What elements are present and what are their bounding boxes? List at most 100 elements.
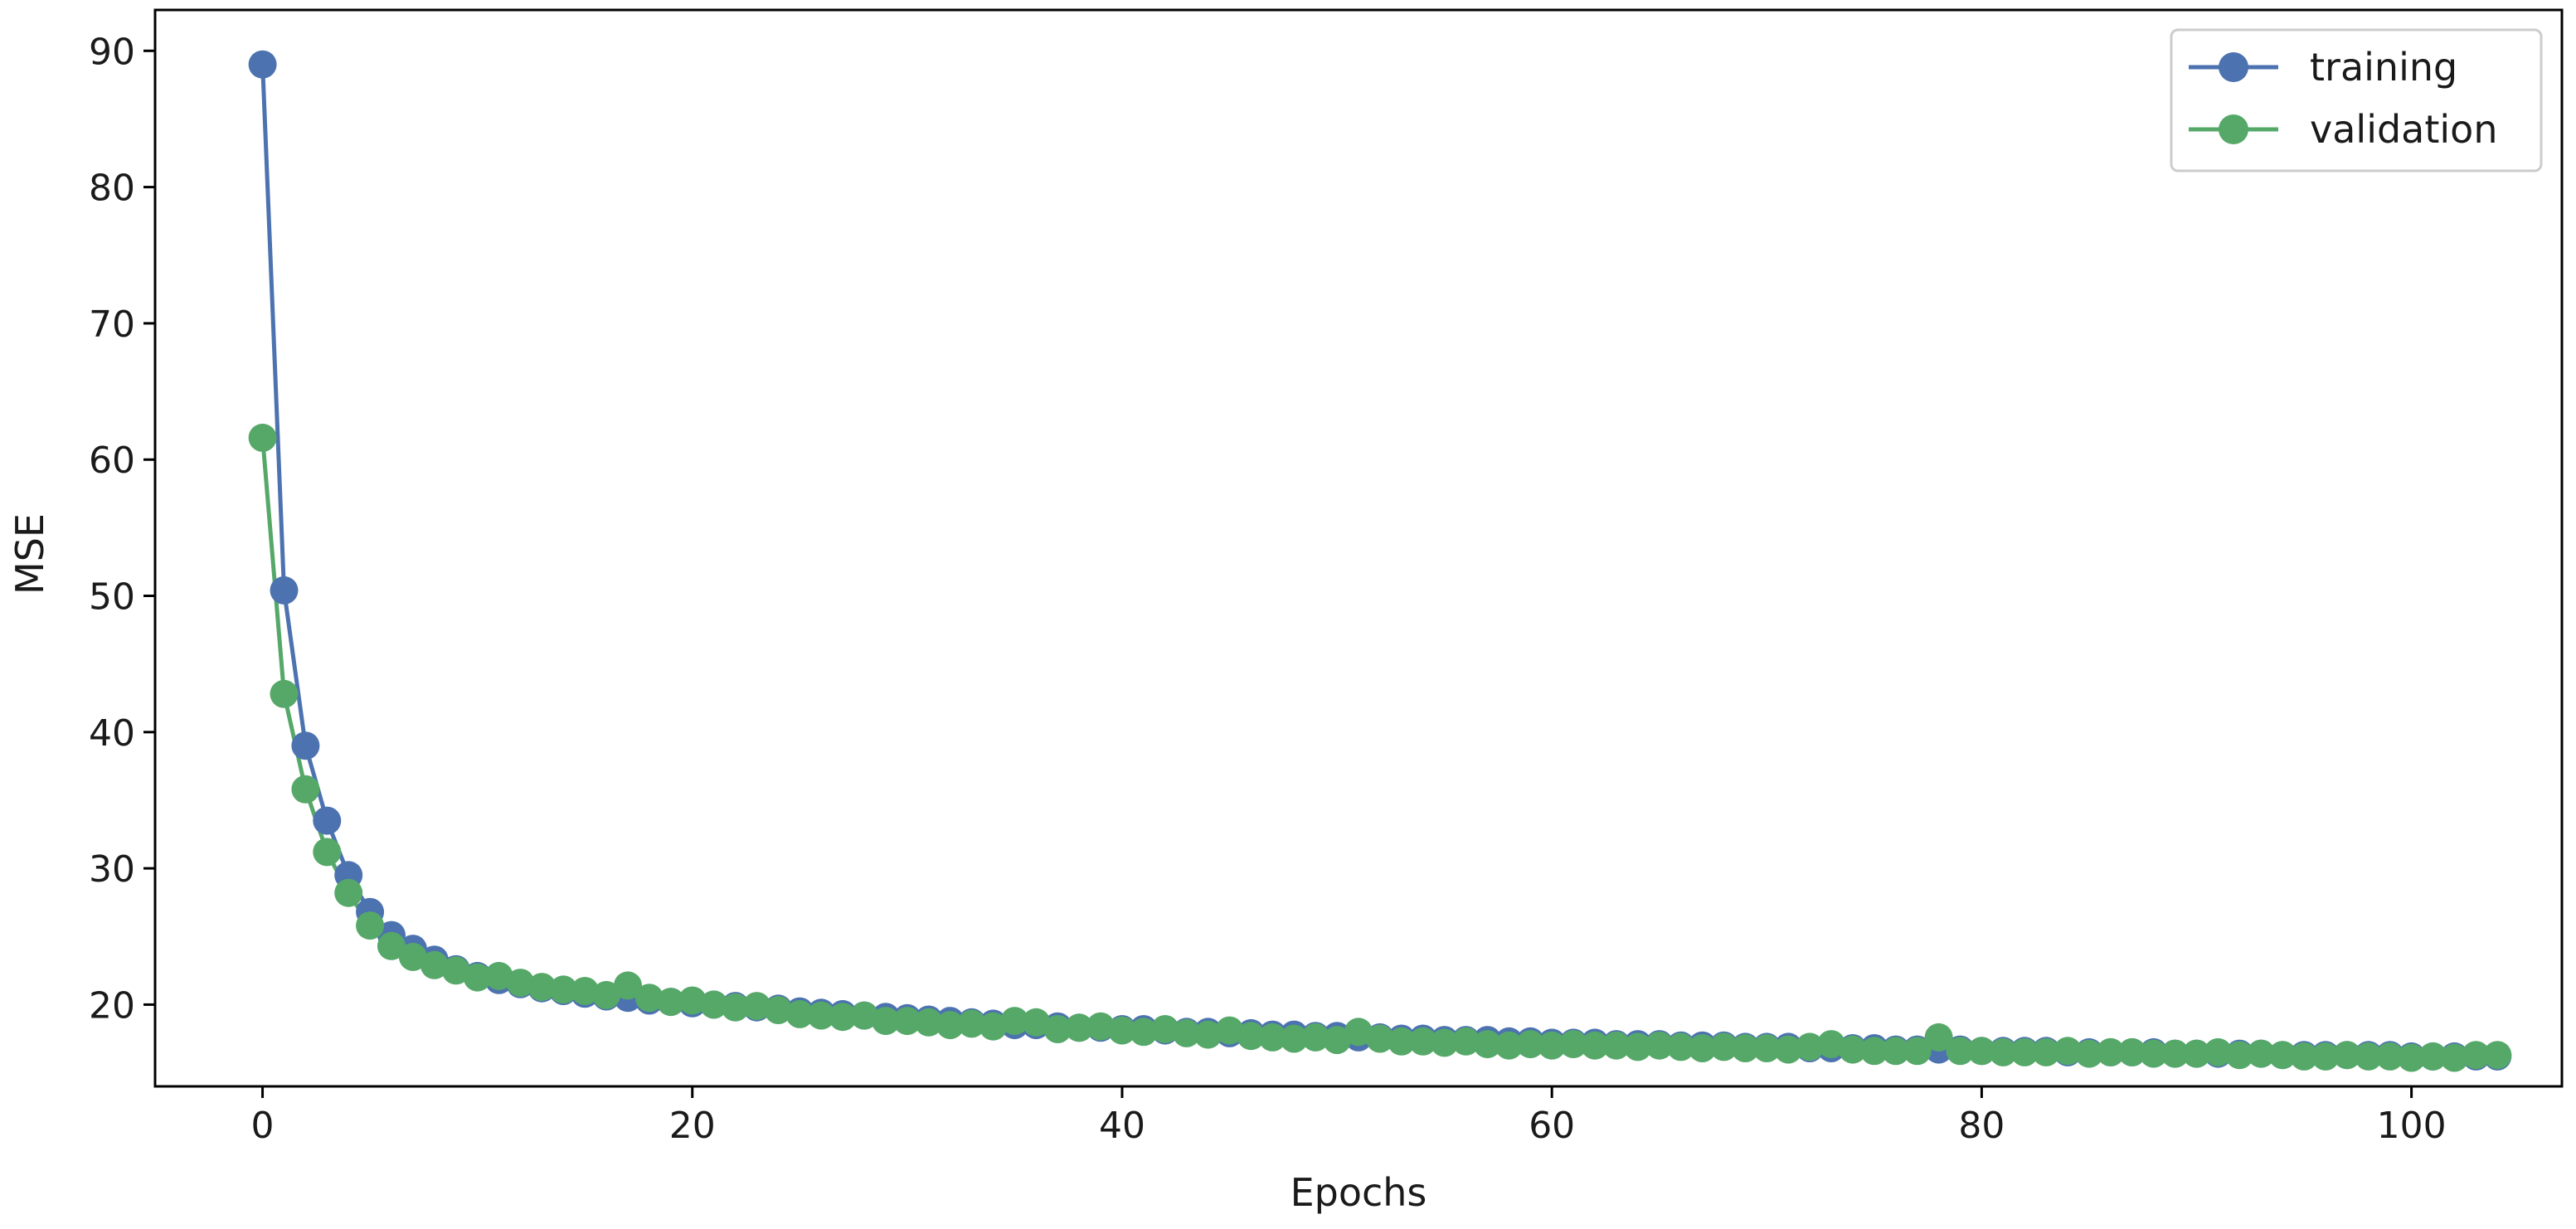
validation-point (1881, 1037, 1910, 1066)
validation-point (1989, 1037, 2018, 1066)
validation-point (850, 1001, 879, 1030)
validation-point (936, 1011, 965, 1040)
validation-point (313, 838, 342, 867)
validation-point (2268, 1041, 2297, 1070)
y-tick-label: 50 (89, 576, 135, 619)
validation-point (1323, 1026, 1352, 1055)
y-axis-label: MSE (7, 513, 52, 595)
validation-point (1731, 1034, 1760, 1062)
validation-point (1538, 1031, 1567, 1060)
validation-point (1859, 1037, 1888, 1066)
validation-point (2483, 1041, 2512, 1070)
validation-point (2054, 1037, 2083, 1066)
validation-point (957, 1009, 986, 1038)
validation-point (699, 990, 728, 1019)
training-point (270, 576, 299, 605)
y-tick-label: 40 (89, 712, 135, 755)
y-tick-label: 20 (89, 984, 135, 1027)
validation-point (377, 931, 406, 960)
validation-point (1946, 1037, 1975, 1066)
plot-frame (153, 8, 2564, 1088)
validation-point (592, 980, 621, 1009)
validation-point (291, 775, 320, 804)
validation-point (527, 973, 557, 1002)
validation-point (2311, 1042, 2340, 1071)
validation-point (1258, 1023, 1287, 1052)
x-tick-label: 60 (1529, 1105, 1575, 1147)
y-tick-label: 30 (89, 848, 135, 891)
validation-point (1301, 1023, 1330, 1052)
validation-point (2462, 1041, 2491, 1070)
validation-point (2096, 1037, 2125, 1066)
validation-point (1344, 1018, 1373, 1047)
validation-point (1000, 1007, 1029, 1036)
validation-point (979, 1012, 1008, 1041)
validation-point (1172, 1018, 1201, 1047)
validation-point (1581, 1031, 1609, 1060)
legend-training-marker (2219, 52, 2248, 82)
validation-point (614, 971, 642, 1000)
validation-point (2332, 1041, 2361, 1070)
validation-point (1430, 1028, 1459, 1057)
validation-point (1022, 1008, 1051, 1037)
validation-point (2032, 1037, 2061, 1066)
x-tick-label: 100 (2377, 1105, 2447, 1147)
legend: training validation (2170, 28, 2543, 172)
validation-point (2247, 1039, 2276, 1068)
validation-point (2139, 1039, 2168, 1068)
legend-validation-marker (2219, 114, 2248, 144)
validation-point (1108, 1016, 1136, 1045)
y-tick-label: 90 (89, 31, 135, 73)
x-axis-ticks: 0 20 40 60 80 100 (251, 1086, 2447, 1147)
validation-point (1473, 1030, 1502, 1059)
validation-point (1796, 1032, 1825, 1061)
validation-point (1666, 1032, 1695, 1061)
validation-point (1129, 1018, 1158, 1047)
x-axis-label: Epochs (1290, 1170, 1427, 1215)
plot-markers (248, 50, 2512, 1072)
validation-point (2440, 1043, 2469, 1072)
validation-point (1516, 1030, 1545, 1059)
validation-point (1967, 1037, 1996, 1066)
validation-point (1237, 1022, 1266, 1051)
validation-point (463, 963, 492, 992)
validation-point (484, 961, 513, 990)
validation-point (248, 423, 277, 452)
validation-point (678, 986, 707, 1015)
validation-point (1924, 1023, 1953, 1052)
validation-point (1709, 1032, 1738, 1061)
validation-point (721, 993, 750, 1022)
validation-point (1043, 1015, 1072, 1043)
validation-point (270, 679, 299, 708)
y-axis-ticks: 20 30 40 50 60 70 80 90 (89, 31, 155, 1027)
validation-point (634, 984, 663, 1013)
validation-point (1559, 1030, 1588, 1059)
validation-point (571, 977, 600, 1005)
validation-point (2182, 1039, 2211, 1068)
validation-point (1086, 1012, 1115, 1041)
validation-point (1688, 1034, 1717, 1062)
x-tick-label: 40 (1099, 1105, 1145, 1147)
x-tick-label: 0 (251, 1105, 275, 1147)
legend-training-label: training (2310, 45, 2457, 90)
validation-point (1838, 1035, 1867, 1064)
validation-point (1387, 1027, 1416, 1056)
validation-point (1408, 1027, 1437, 1056)
validation-point (2354, 1042, 2383, 1071)
validation-point (2160, 1039, 2190, 1068)
validation-point (1280, 1024, 1309, 1053)
validation-point (1817, 1030, 1845, 1059)
validation-point (1903, 1037, 1932, 1066)
validation-point (785, 999, 814, 1028)
validation-point (1623, 1032, 1652, 1061)
training-point (313, 806, 342, 835)
validation-point (356, 911, 385, 940)
validation-point (1495, 1031, 1524, 1060)
legend-validation-label: validation (2310, 107, 2497, 152)
validation-point (2397, 1043, 2426, 1072)
validation-point (1774, 1035, 1803, 1064)
validation-point (829, 1003, 858, 1032)
y-tick-label: 80 (89, 168, 135, 210)
training-point (291, 731, 320, 760)
